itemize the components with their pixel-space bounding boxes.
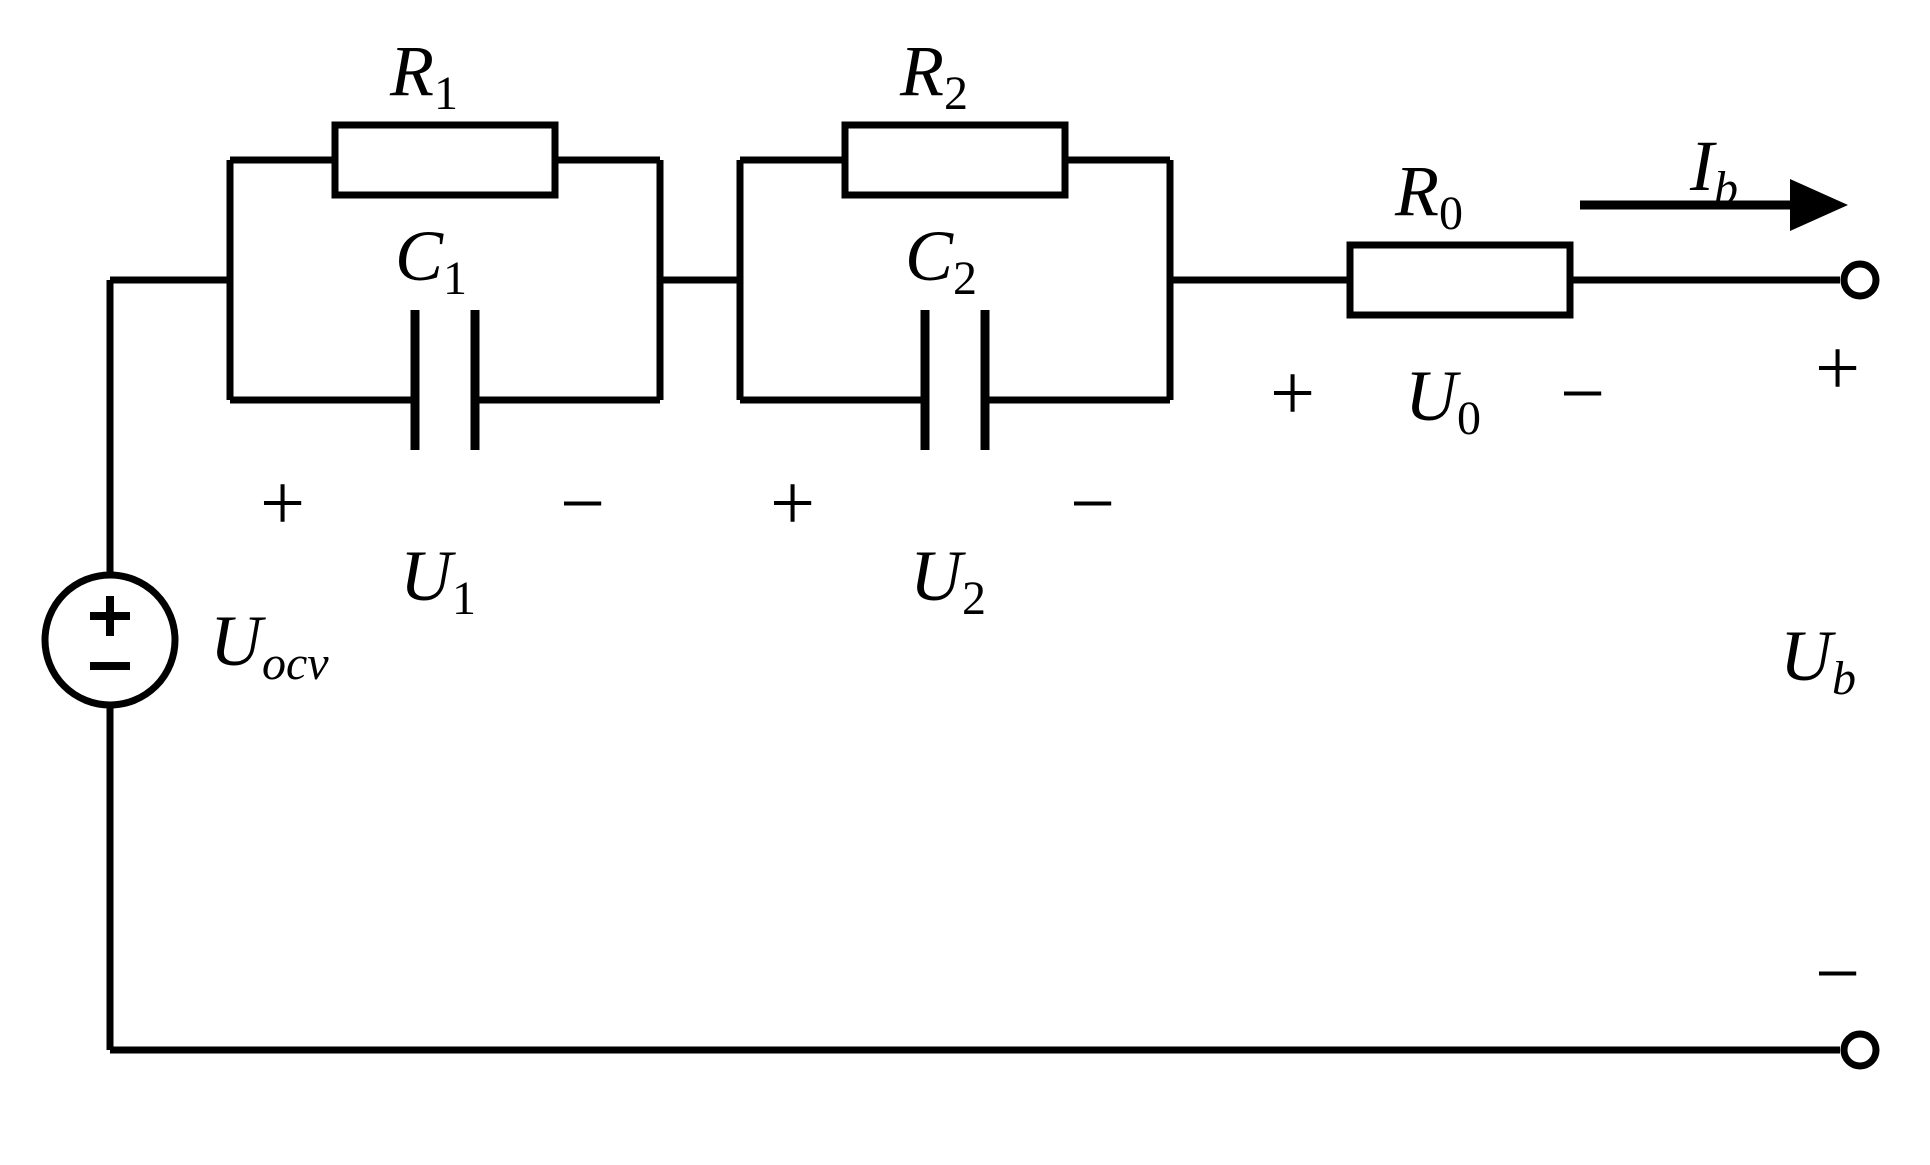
terminal-top (1844, 264, 1876, 296)
r0-label: R0 (1394, 151, 1463, 240)
ub-label: Ub (1780, 616, 1856, 705)
u2-minus: − (1070, 460, 1115, 548)
ib-label: Ib (1689, 126, 1738, 215)
u1-minus: − (560, 460, 605, 548)
terminal-minus-sign: − (1815, 930, 1860, 1018)
resistor-r2 (845, 125, 1065, 195)
battery-equivalent-circuit: Uocv R1 C1 + − U1 R2 C2 + − U2 R0 (0, 0, 1930, 1165)
terminal-bottom (1844, 1034, 1876, 1066)
u1-plus: + (260, 460, 305, 548)
terminal-plus-sign: + (1815, 325, 1860, 413)
u1-label: U1 (400, 536, 476, 625)
resistor-r0 (1350, 245, 1570, 315)
voltage-source-uocv (45, 575, 175, 705)
u0-label: U0 (1405, 356, 1481, 445)
resistor-r1 (335, 125, 555, 195)
resistor-r0-group (1350, 245, 1570, 315)
u0-minus: − (1560, 350, 1605, 438)
u2-label: U2 (910, 536, 986, 625)
u2-plus: + (770, 460, 815, 548)
c1-label: C1 (395, 216, 467, 305)
uocv-label: Uocv (210, 601, 329, 690)
u0-plus: + (1270, 350, 1315, 438)
r2-label: R2 (899, 31, 968, 120)
r1-label: R1 (389, 31, 458, 120)
c2-label: C2 (905, 216, 977, 305)
